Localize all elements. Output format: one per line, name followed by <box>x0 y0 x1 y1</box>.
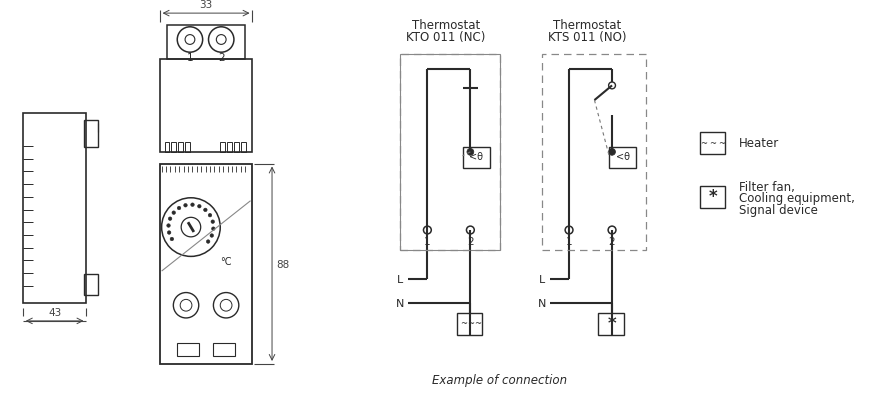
Text: Filter fan,: Filter fan, <box>739 180 795 193</box>
Circle shape <box>198 205 202 209</box>
Bar <box>220 143 225 152</box>
Circle shape <box>170 238 173 241</box>
Bar <box>172 143 176 152</box>
Text: N: N <box>538 299 546 308</box>
Text: L: L <box>397 274 403 284</box>
Bar <box>177 344 199 356</box>
Text: ~: ~ <box>700 138 708 147</box>
Bar <box>542 55 646 250</box>
Text: 43: 43 <box>48 307 62 317</box>
Circle shape <box>167 231 171 235</box>
Text: ~: ~ <box>473 318 480 328</box>
Circle shape <box>466 227 474 234</box>
Bar <box>159 164 253 364</box>
Bar <box>609 148 636 169</box>
Text: Signal device: Signal device <box>739 203 818 217</box>
Bar <box>167 26 245 60</box>
Bar <box>400 55 500 250</box>
Circle shape <box>467 149 473 156</box>
Bar <box>214 344 235 356</box>
Bar <box>227 143 232 152</box>
Text: ~: ~ <box>709 138 716 147</box>
Circle shape <box>608 227 616 234</box>
Circle shape <box>211 220 215 224</box>
Text: <θ: <θ <box>469 152 483 161</box>
Text: 33: 33 <box>200 0 213 10</box>
Circle shape <box>210 234 214 238</box>
Text: Cooling equipment,: Cooling equipment, <box>739 192 855 205</box>
Bar <box>700 133 725 154</box>
Text: KTS 011 (NO): KTS 011 (NO) <box>548 31 627 44</box>
Bar <box>234 143 238 152</box>
Text: *: * <box>608 314 616 332</box>
Text: 1: 1 <box>566 236 572 246</box>
Text: KTO 011 (NC): KTO 011 (NC) <box>407 31 486 44</box>
Bar <box>457 313 482 335</box>
Bar <box>84 274 98 296</box>
Text: Thermostat: Thermostat <box>412 19 480 32</box>
Circle shape <box>203 209 207 212</box>
Bar <box>84 120 98 148</box>
Circle shape <box>209 214 212 217</box>
Bar <box>598 313 624 335</box>
Circle shape <box>168 217 172 221</box>
Text: L: L <box>539 274 545 284</box>
Circle shape <box>609 149 615 156</box>
Text: N: N <box>396 299 404 308</box>
Circle shape <box>172 211 175 215</box>
Text: °C: °C <box>220 257 231 267</box>
Bar <box>400 55 500 250</box>
Circle shape <box>565 227 573 234</box>
Bar <box>159 60 253 152</box>
Text: *: * <box>708 187 717 205</box>
Circle shape <box>207 240 210 244</box>
Bar <box>463 148 490 169</box>
Text: 1: 1 <box>424 236 430 246</box>
Bar <box>165 143 170 152</box>
Text: Example of connection: Example of connection <box>432 373 568 386</box>
Text: <θ: <θ <box>616 152 630 161</box>
Circle shape <box>191 203 194 207</box>
Bar <box>23 113 86 304</box>
Text: Heater: Heater <box>739 136 780 149</box>
Circle shape <box>609 83 615 89</box>
Text: ~: ~ <box>718 138 725 147</box>
Text: 1: 1 <box>187 53 194 63</box>
Text: 2: 2 <box>467 236 473 246</box>
Text: ~: ~ <box>467 318 473 328</box>
Text: 2: 2 <box>218 53 224 63</box>
Bar <box>179 143 183 152</box>
Bar <box>700 186 725 208</box>
Circle shape <box>423 227 431 234</box>
Bar <box>185 143 190 152</box>
Text: 2: 2 <box>609 236 615 246</box>
Circle shape <box>184 204 187 208</box>
Bar <box>241 143 246 152</box>
Text: ~: ~ <box>460 318 467 328</box>
Circle shape <box>211 227 215 231</box>
Circle shape <box>177 207 180 210</box>
Text: Thermostat: Thermostat <box>554 19 622 32</box>
Circle shape <box>166 224 170 228</box>
Text: 88: 88 <box>276 259 290 269</box>
